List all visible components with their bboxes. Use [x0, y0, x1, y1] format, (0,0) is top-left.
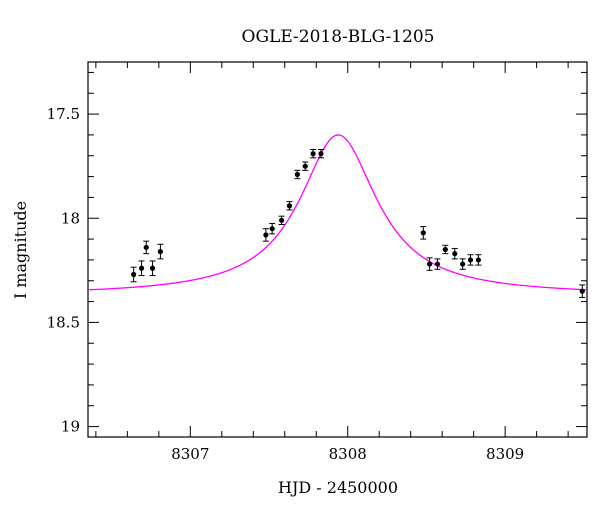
data-point [143, 244, 149, 251]
data-point [434, 261, 441, 267]
axis-ticks [88, 62, 587, 437]
model-curve-layer [87, 134, 588, 291]
data-points-layer [130, 149, 586, 298]
y-tick-label: 19 [61, 418, 80, 436]
y-axis-label: I magnitude [11, 201, 30, 299]
x-axis-label: HJD - 2450000 [278, 478, 398, 497]
data-point [579, 288, 585, 294]
plot-frame [87, 61, 588, 438]
data-point [149, 265, 156, 271]
y-tick-labels: 17.5 18 18.5 19 [47, 105, 80, 436]
data-point [286, 203, 293, 209]
chart-title: OGLE-2018-BLG-1205 [242, 27, 435, 47]
data-point [263, 232, 269, 238]
data-point [302, 163, 308, 169]
data-point [442, 246, 448, 253]
data-point [138, 265, 145, 271]
x-tick-label: 8307 [171, 445, 209, 463]
data-point [475, 257, 481, 263]
x-tick-label: 8308 [329, 445, 367, 463]
data-point [460, 261, 466, 267]
data-point [279, 217, 285, 223]
x-tick-labels: 8307 8308 8309 [171, 445, 524, 463]
data-point [269, 226, 275, 232]
data-point [452, 251, 458, 257]
data-point [426, 261, 433, 267]
data-point [420, 230, 426, 236]
data-point [294, 171, 300, 178]
y-tick-label: 18 [61, 209, 80, 227]
data-point [131, 271, 137, 278]
y-tick-label: 17.5 [47, 105, 80, 123]
data-point [157, 248, 164, 255]
data-point [310, 151, 316, 157]
y-tick-label: 18.5 [47, 313, 80, 331]
data-point [318, 151, 324, 157]
data-point [467, 257, 474, 263]
model-curve [87, 134, 588, 291]
x-tick-label: 8309 [486, 445, 524, 463]
